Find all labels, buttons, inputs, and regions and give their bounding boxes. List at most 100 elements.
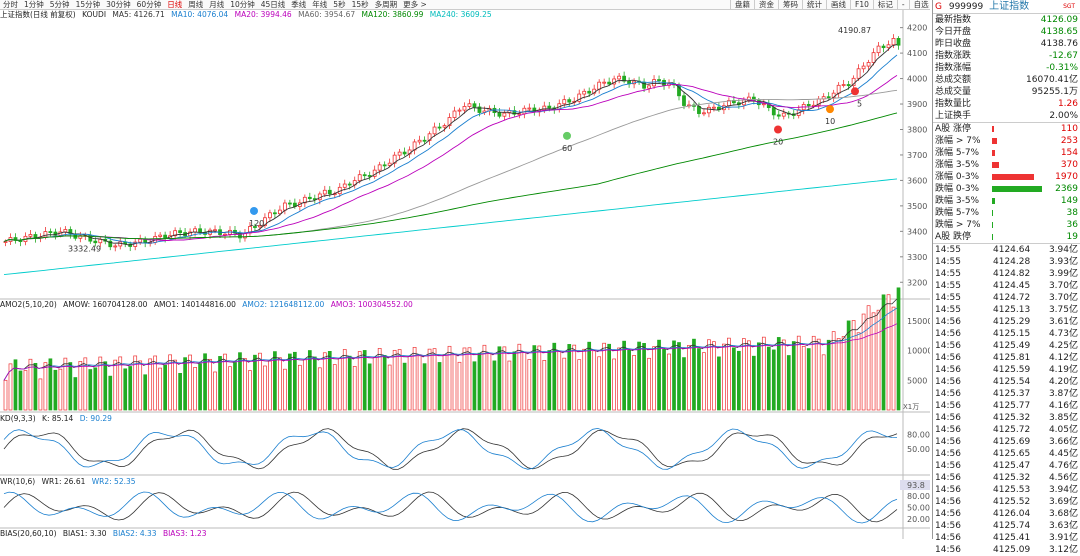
candle-body [422, 139, 427, 142]
toolbar-button-4[interactable]: 画线 [826, 0, 850, 9]
tick-volume: 4.56亿 [1048, 473, 1078, 483]
period-tab-2[interactable]: 5分钟 [49, 0, 70, 9]
tick-price: 4125.37 [993, 389, 1031, 399]
candle-body [602, 81, 607, 84]
volume-bar [347, 355, 352, 411]
toolbar-button-6[interactable]: 标记 [872, 0, 897, 9]
candle-body [93, 240, 98, 244]
period-toolbar: 分时 1分钟 5分钟 15分钟 30分钟 60分钟 日线 周线 月线 10分钟 45日线 季线 年线 5秒… [0, 0, 930, 10]
stat-row-5-value: 16070.41亿 [1026, 75, 1078, 85]
period-tab-3[interactable]: 15分钟 [75, 0, 101, 9]
volume-bar [442, 354, 447, 411]
tick-volume: 4.25亿 [1048, 341, 1078, 351]
volume-bar [68, 362, 73, 411]
tick-time: 14:56 [935, 413, 961, 423]
period-tab-10[interactable]: 45日线 [260, 0, 286, 9]
toolbar-button-5[interactable]: F10 [850, 0, 873, 9]
candle-body [836, 84, 841, 94]
tick-volume: 3.66亿 [1048, 437, 1078, 447]
tick-price: 4125.52 [993, 497, 1031, 507]
toolbar-button-3[interactable]: 统计 [802, 0, 826, 9]
period-tab-11[interactable]: 季线 [291, 0, 307, 9]
period-tab-16[interactable]: 更多 > [403, 0, 427, 9]
price-axis-label: 3400 [907, 227, 927, 236]
tick-volume: 4.19亿 [1048, 365, 1078, 375]
volume-bar [183, 357, 187, 411]
period-tab-5[interactable]: 60分钟 [136, 0, 162, 9]
tick-time: 14:55 [935, 305, 961, 315]
period-tab-9[interactable]: 10分钟 [230, 0, 255, 9]
volume-bar [367, 363, 372, 411]
toolbar-button-8[interactable]: 自选 [908, 0, 933, 9]
stat-row-8: 上证换手 2.00% [933, 110, 1080, 122]
tick-time: 14:56 [935, 341, 961, 351]
volume-bar [103, 361, 108, 411]
volume-bar [697, 348, 701, 411]
volume-bar [497, 346, 502, 411]
candle-body [841, 84, 846, 86]
period-tab-15[interactable]: 多周期 [374, 0, 398, 9]
candle-body [3, 241, 8, 243]
period-tab-14[interactable]: 15秒 [351, 0, 369, 9]
candle-body [307, 196, 312, 199]
stat-row-1-value: 4138.65 [1040, 27, 1078, 37]
tick-volume: 3.70亿 [1048, 293, 1078, 303]
volume-bar [627, 349, 631, 411]
volume-bar [572, 344, 577, 411]
stat-row-7-label: 指数量比 [935, 99, 972, 109]
tick-volume: 3.85亿 [1048, 413, 1078, 423]
volume-bar [687, 345, 691, 411]
candle-body [43, 231, 48, 238]
period-tab-6[interactable]: 日线 [167, 0, 183, 9]
period-tab-13[interactable]: 5秒 [333, 0, 346, 9]
volume-bar [557, 351, 562, 411]
volume-bar [891, 306, 896, 411]
volume-bar [352, 366, 357, 411]
candle-body [253, 226, 257, 228]
dist-row-3-value: 370 [1060, 160, 1078, 170]
candle-body [657, 79, 661, 81]
volume-bar [387, 364, 392, 411]
stat-row-6-label: 总成交量 [935, 87, 972, 97]
volume-bar [477, 352, 482, 411]
tick-list: 14:55 4124.64 3.94亿 14:55 4124.28 3.93亿 14:55 4… [933, 243, 1080, 556]
candle-body [452, 110, 457, 118]
toolbar-button-7[interactable]: - [896, 0, 909, 9]
volume-bar [861, 313, 866, 411]
period-tab-1[interactable]: 1分钟 [24, 0, 44, 9]
volume-bar [138, 360, 143, 411]
candle-body [682, 95, 686, 106]
volume-bar [322, 352, 327, 411]
volume-bar [208, 358, 212, 411]
tick-row: 14:56 4125.09 3.12亿 [933, 544, 1080, 556]
period-tab-4[interactable]: 30分钟 [106, 0, 131, 9]
period-tab-7[interactable]: 周线 [188, 0, 204, 9]
tick-row: 14:56 4125.29 3.61亿 [933, 316, 1080, 328]
volume-bar [612, 358, 616, 411]
period-tab-8[interactable]: 月线 [209, 0, 225, 9]
stat-row-4-label: 指数涨幅 [935, 63, 972, 73]
toolbar-button-2[interactable]: 筹码 [778, 0, 802, 9]
ma240-label: MA240: 3609.25 [429, 10, 492, 19]
period-tab-12[interactable]: 年线 [312, 0, 328, 9]
volume-bar [801, 345, 806, 411]
volume-bar [886, 294, 891, 411]
bias2-label: BIAS2: 4.33 [112, 529, 157, 538]
candle-body [272, 212, 277, 215]
tick-volume: 4.05亿 [1048, 425, 1078, 435]
tick-price: 4125.09 [993, 545, 1031, 555]
volume-bar [38, 378, 43, 411]
candle-body [198, 228, 202, 233]
tick-volume: 3.94亿 [1048, 485, 1078, 495]
tick-price: 4125.41 [993, 533, 1031, 543]
candle-body [357, 174, 362, 182]
volume-bar [278, 357, 282, 411]
volume-bar [43, 362, 48, 411]
candle-body [387, 162, 392, 166]
candle-body [896, 38, 901, 46]
toolbar-button-0[interactable]: 盘籍 [730, 0, 754, 9]
amo-indicator-line: AMO2(5,10,20) AMOW: 160704128.00 AMO1: 1… [0, 300, 417, 310]
toolbar-button-1[interactable]: 资金 [754, 0, 778, 9]
volume-bar [188, 354, 192, 411]
period-tab-0[interactable]: 分时 [3, 0, 18, 9]
